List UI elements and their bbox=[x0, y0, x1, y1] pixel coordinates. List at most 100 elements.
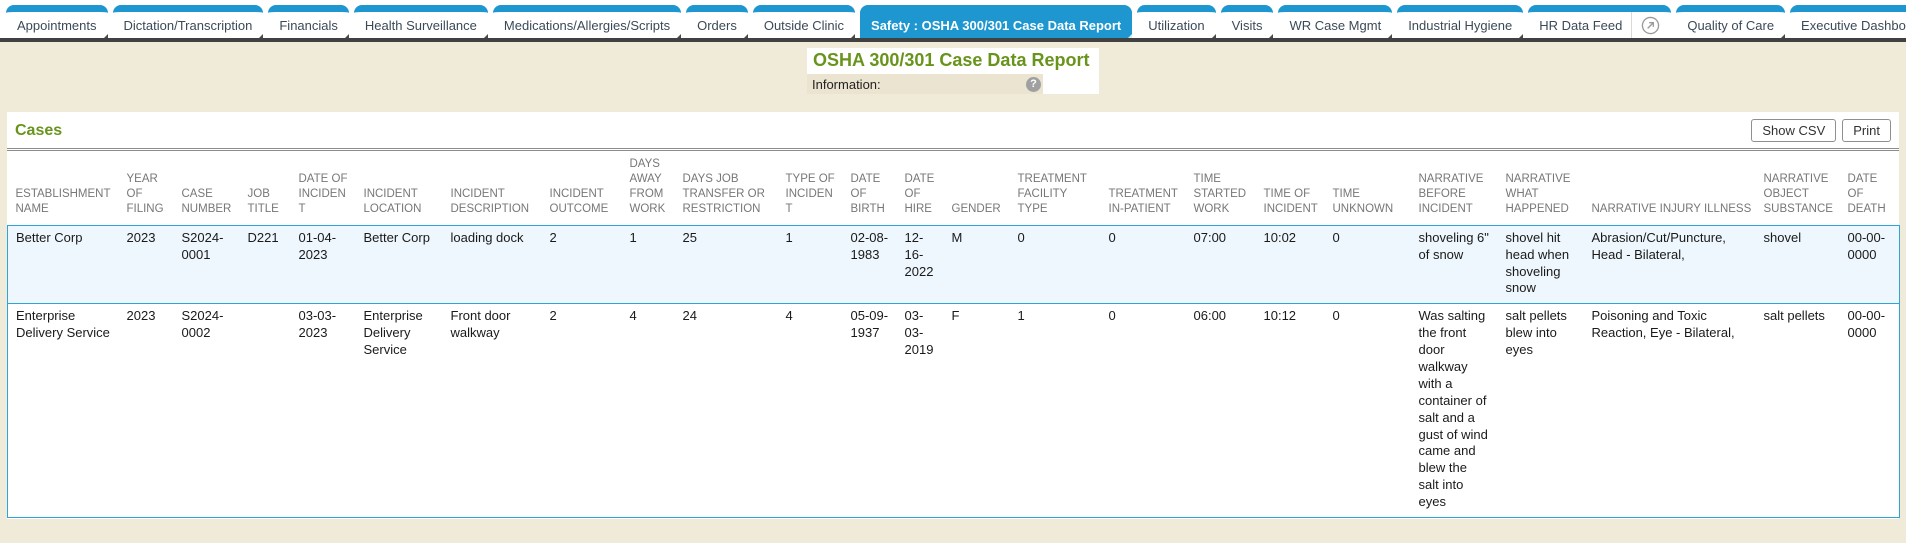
table-row[interactable]: Enterprise Delivery Service 2023 S2024-000… bbox=[7, 303, 1900, 518]
tab-medications-allergies-scripts[interactable]: Medications/Allergies/Scripts bbox=[492, 5, 682, 38]
tab-industrial-hygiene[interactable]: Industrial Hygiene bbox=[1397, 5, 1524, 38]
table-cell: Enterprise Delivery Service bbox=[363, 308, 423, 358]
page-title: OSHA 300/301 Case Data Report bbox=[813, 50, 1090, 70]
table-row[interactable]: Better Corp 2023 S2024-0001 D221 01-04-2023 B… bbox=[7, 225, 1900, 304]
cases-table: ESTABLISHMENT NAME YEAR OF FILING CASE NUM… bbox=[7, 151, 1900, 518]
tab-appointments[interactable]: Appointments bbox=[6, 5, 108, 38]
table-cell: 1 bbox=[785, 229, 793, 245]
tab-financials[interactable]: Financials bbox=[268, 5, 349, 38]
column-header: NARRATIVE OBJECT SUBSTANCE bbox=[1763, 172, 1833, 215]
table-cell: 05-09-1937 bbox=[850, 308, 889, 341]
table-cell: 0 bbox=[1108, 308, 1116, 324]
column-header: ESTABLISHMENT NAME bbox=[15, 187, 111, 215]
column-header: DATE OF HIRE bbox=[904, 172, 935, 215]
column-header: CASE NUMBER bbox=[181, 187, 232, 215]
table-cell: shoveling 6" of snow bbox=[1418, 229, 1489, 262]
table-cell: 2 bbox=[549, 229, 557, 245]
table-cell: 2023 bbox=[126, 229, 156, 245]
tab-label: Visits bbox=[1231, 17, 1263, 33]
tab-label: Safety : OSHA 300/301 Case Data Report bbox=[871, 17, 1122, 33]
information-label: Information: bbox=[812, 76, 881, 92]
column-header: GENDER bbox=[951, 202, 1001, 215]
column-header: DATE OF DEATH bbox=[1847, 172, 1886, 215]
table-cell: shovel hit head when shoveling snow bbox=[1505, 229, 1570, 296]
tab-visits[interactable]: Visits bbox=[1220, 5, 1274, 38]
table-cell: 10:12 bbox=[1263, 308, 1297, 324]
tab-label: Quality of Care bbox=[1687, 17, 1775, 33]
table-cell: Was salting the front door walkway with … bbox=[1418, 308, 1488, 510]
tab-label: HR Data Feed bbox=[1539, 17, 1623, 33]
table-cell: 0 bbox=[1332, 229, 1340, 245]
table-cell: 24 bbox=[682, 308, 697, 324]
column-header: INCIDENT DESCRIPTION bbox=[450, 187, 530, 215]
column-header: TIME STARTED WORK bbox=[1193, 172, 1247, 215]
show-csv-button[interactable]: Show CSV bbox=[1751, 119, 1837, 142]
column-header: TIME UNKNOWN bbox=[1332, 187, 1394, 215]
tab-label: Orders bbox=[697, 17, 737, 33]
table-cell: 02-08-1983 bbox=[850, 229, 889, 262]
tab-bar: Appointments Dictation/Transcription Finan… bbox=[0, 0, 1906, 42]
table-cell: Front door walkway bbox=[450, 308, 511, 341]
information-value-box bbox=[1043, 74, 1099, 94]
column-header: TYPE OF INCIDENT bbox=[785, 172, 835, 215]
tab-label: Medications/Allergies/Scripts bbox=[503, 17, 671, 33]
tab-wr-case-mgmt[interactable]: WR Case Mgmt bbox=[1278, 5, 1393, 38]
column-header: TIME OF INCIDENT bbox=[1263, 187, 1318, 215]
table-cell: salt pellets bbox=[1763, 308, 1825, 324]
table-cell bbox=[246, 304, 297, 518]
tab-label: Appointments bbox=[17, 17, 97, 33]
tab-hr-data-feed[interactable]: HR Data Feed bbox=[1528, 5, 1672, 38]
column-header: DATE OF INCIDENT bbox=[298, 172, 348, 215]
column-header: YEAR OF FILING bbox=[126, 172, 164, 215]
tab-safety-osha-300-301-case-data-report[interactable]: Safety : OSHA 300/301 Case Data Report bbox=[860, 5, 1133, 38]
table-cell: 03-03-2019 bbox=[904, 308, 934, 358]
tab-label: Health Surveillance bbox=[364, 17, 477, 33]
cases-panel: Cases Show CSV Print ESTABLISHMENT NAME Y… bbox=[7, 112, 1900, 519]
cases-header-row: ESTABLISHMENT NAME YEAR OF FILING CASE NUM… bbox=[8, 151, 1900, 225]
table-cell: M bbox=[951, 229, 963, 245]
column-header: DATE OF BIRTH bbox=[850, 172, 885, 215]
table-cell: 2 bbox=[549, 308, 557, 324]
table-cell: Enterprise Delivery Service bbox=[16, 308, 110, 341]
table-cell: S2024-0002 bbox=[181, 308, 224, 341]
tab-label: Utilization bbox=[1148, 17, 1205, 33]
table-cell: 0 bbox=[1332, 308, 1340, 324]
column-header: JOB TITLE bbox=[247, 187, 279, 215]
table-cell: 4 bbox=[785, 308, 793, 324]
table-cell: loading dock bbox=[450, 229, 524, 245]
table-cell: D221 bbox=[247, 229, 279, 245]
table-cell: shovel bbox=[1763, 229, 1802, 245]
table-cell: 4 bbox=[629, 308, 637, 324]
tab-dictation-transcription[interactable]: Dictation/Transcription bbox=[112, 5, 264, 38]
table-cell: 00-00-0000 bbox=[1847, 308, 1886, 341]
column-header: DAYS JOB TRANSFER OR RESTRICTION bbox=[682, 172, 765, 215]
section-title: Cases bbox=[15, 121, 63, 139]
tab-orders[interactable]: Orders bbox=[686, 5, 748, 38]
cases-table-body: Better Corp 2023 S2024-0001 D221 01-04-2023 B… bbox=[7, 225, 1900, 518]
tab-health-surveillance[interactable]: Health Surveillance bbox=[353, 5, 488, 38]
table-cell: 07:00 bbox=[1193, 229, 1227, 245]
tab-executive-dashboard[interactable]: Executive Dashboard bbox=[1790, 5, 1906, 38]
table-cell: 10:02 bbox=[1263, 229, 1297, 245]
tab-utilization[interactable]: Utilization bbox=[1137, 5, 1216, 38]
column-header: TREATMENT FACILITY TYPE bbox=[1017, 172, 1087, 215]
panel-buttons: Show CSV Print bbox=[1751, 119, 1891, 142]
table-cell: 00-00-0000 bbox=[1847, 229, 1886, 262]
table-cell: 1 bbox=[629, 229, 637, 245]
help-icon[interactable]: ? bbox=[1026, 76, 1041, 92]
table-cell: 0 bbox=[1108, 229, 1116, 245]
print-button[interactable]: Print bbox=[1842, 119, 1891, 142]
tab-quality-of-care[interactable]: Quality of Care bbox=[1676, 5, 1786, 38]
tab-label: WR Case Mgmt bbox=[1289, 17, 1382, 33]
table-cell: Better Corp bbox=[16, 229, 83, 245]
table-cell: Abrasion/Cut/Puncture, Head - Bilateral, bbox=[1591, 229, 1726, 262]
table-cell: F bbox=[951, 308, 960, 324]
tab-outside-clinic[interactable]: Outside Clinic bbox=[752, 5, 856, 38]
column-header: INCIDENT OUTCOME bbox=[549, 187, 609, 215]
tab-label: Outside Clinic bbox=[763, 17, 845, 33]
column-header: TREATMENT IN-PATIENT bbox=[1108, 187, 1178, 215]
section-divider bbox=[7, 148, 1899, 151]
information-bar: Information: ? bbox=[807, 74, 1099, 94]
column-header: DAYS AWAY FROM WORK bbox=[629, 158, 666, 215]
tab-label: Dictation/Transcription bbox=[123, 17, 253, 33]
